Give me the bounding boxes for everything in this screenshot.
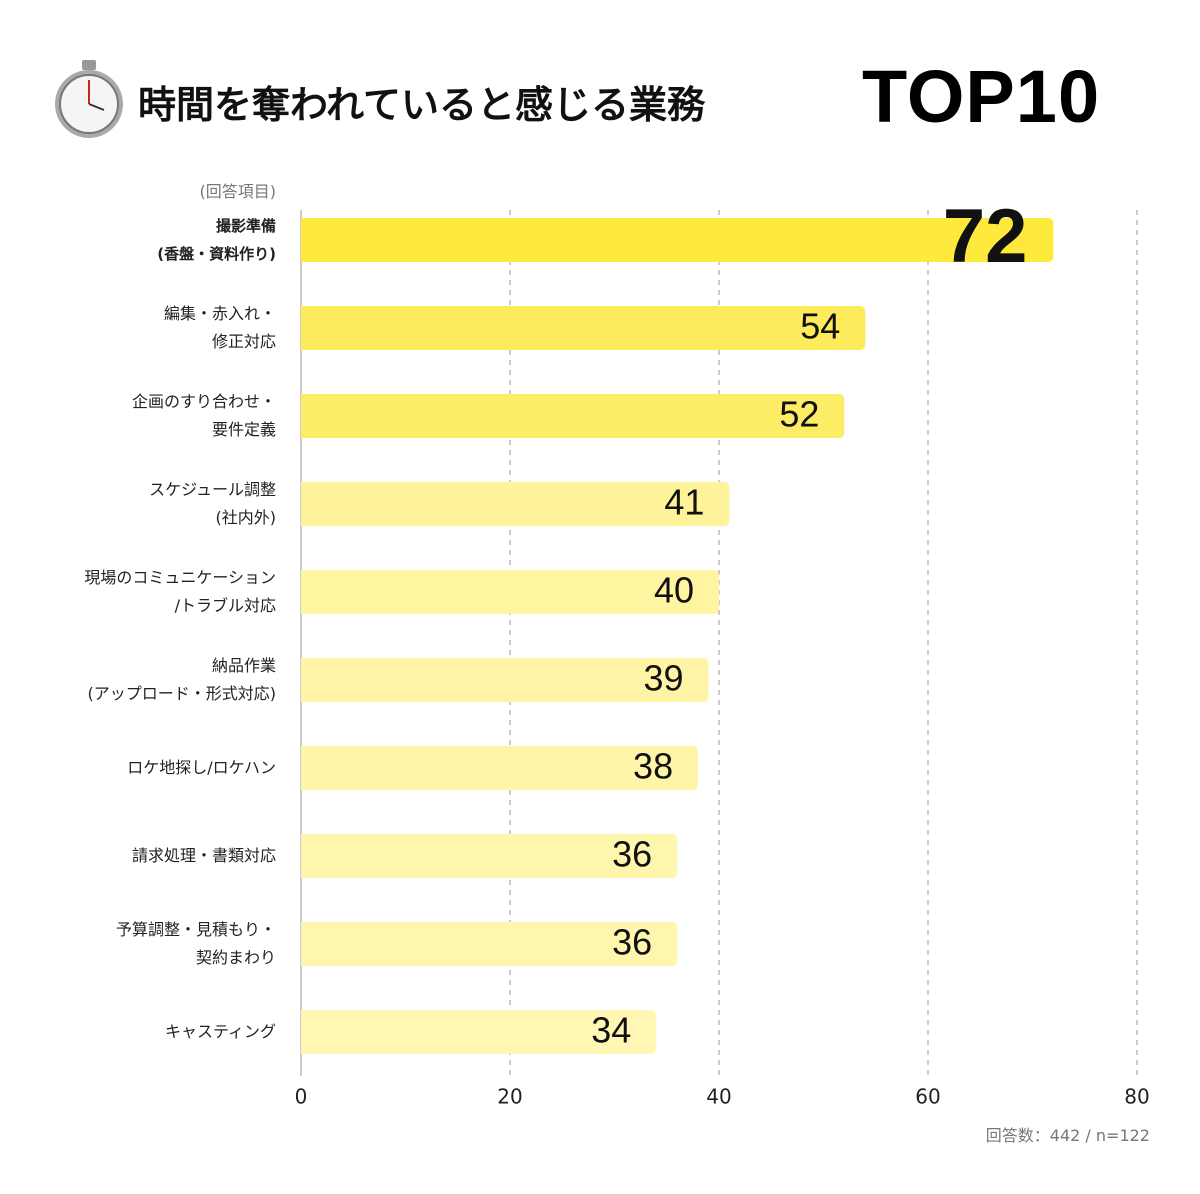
y-tick-label: スケジュール調整 (社内外) [149, 480, 276, 527]
y-tick-label: 編集・赤入れ・ 修正対応 [163, 304, 276, 351]
x-tick-label: 20 [497, 1085, 522, 1109]
y-tick-label: 撮影準備 (香盤・資料作り) [157, 217, 276, 263]
bar [301, 746, 699, 790]
value-label: 40 [654, 570, 694, 611]
bar [301, 570, 719, 614]
x-tick-label: 80 [1124, 1085, 1149, 1109]
footnote: 回答数：442 / n=122 [985, 1126, 1150, 1145]
x-tick-label: 60 [915, 1085, 940, 1109]
y-tick-label: ロケ地探し/ロケハン [127, 758, 276, 777]
chart-title: 時間を奪われていると感じる業務 [138, 83, 705, 127]
bar [301, 306, 866, 350]
y-tick-label: 請求処理・書類対応 [131, 846, 276, 865]
y-tick-label: 納品作業 (アップロード・形式対応) [87, 656, 277, 703]
value-label: 39 [644, 658, 684, 699]
value-label: 34 [591, 1010, 631, 1051]
chart-title-emphasis: TOP10 [862, 55, 1101, 138]
x-tick-label: 40 [706, 1085, 731, 1109]
value-label: 54 [800, 306, 840, 347]
value-label: 36 [612, 922, 652, 963]
value-label: 72 [943, 194, 1028, 279]
y-tick-label: 予算調整・見積もり・ 契約まわり [115, 920, 276, 967]
y-tick-label: 現場のコミュニケーション /トラブル対応 [84, 568, 276, 615]
bar [301, 922, 678, 966]
bar [301, 1010, 657, 1054]
bar [301, 834, 678, 878]
x-tick-label: 0 [295, 1085, 308, 1109]
bar [301, 482, 730, 526]
y-tick-label: 企画のすり合わせ・ 要件定義 [131, 392, 276, 439]
bar [301, 394, 845, 438]
value-label: 41 [664, 482, 704, 523]
stopwatch-icon [55, 60, 123, 138]
value-label: 52 [779, 394, 819, 435]
y-tick-label: キャスティング [164, 1022, 276, 1041]
y-axis-label: (回答項目) [199, 182, 277, 201]
value-label: 38 [633, 746, 673, 787]
bar [301, 218, 1054, 262]
value-label: 36 [612, 834, 652, 875]
bar [301, 658, 709, 702]
